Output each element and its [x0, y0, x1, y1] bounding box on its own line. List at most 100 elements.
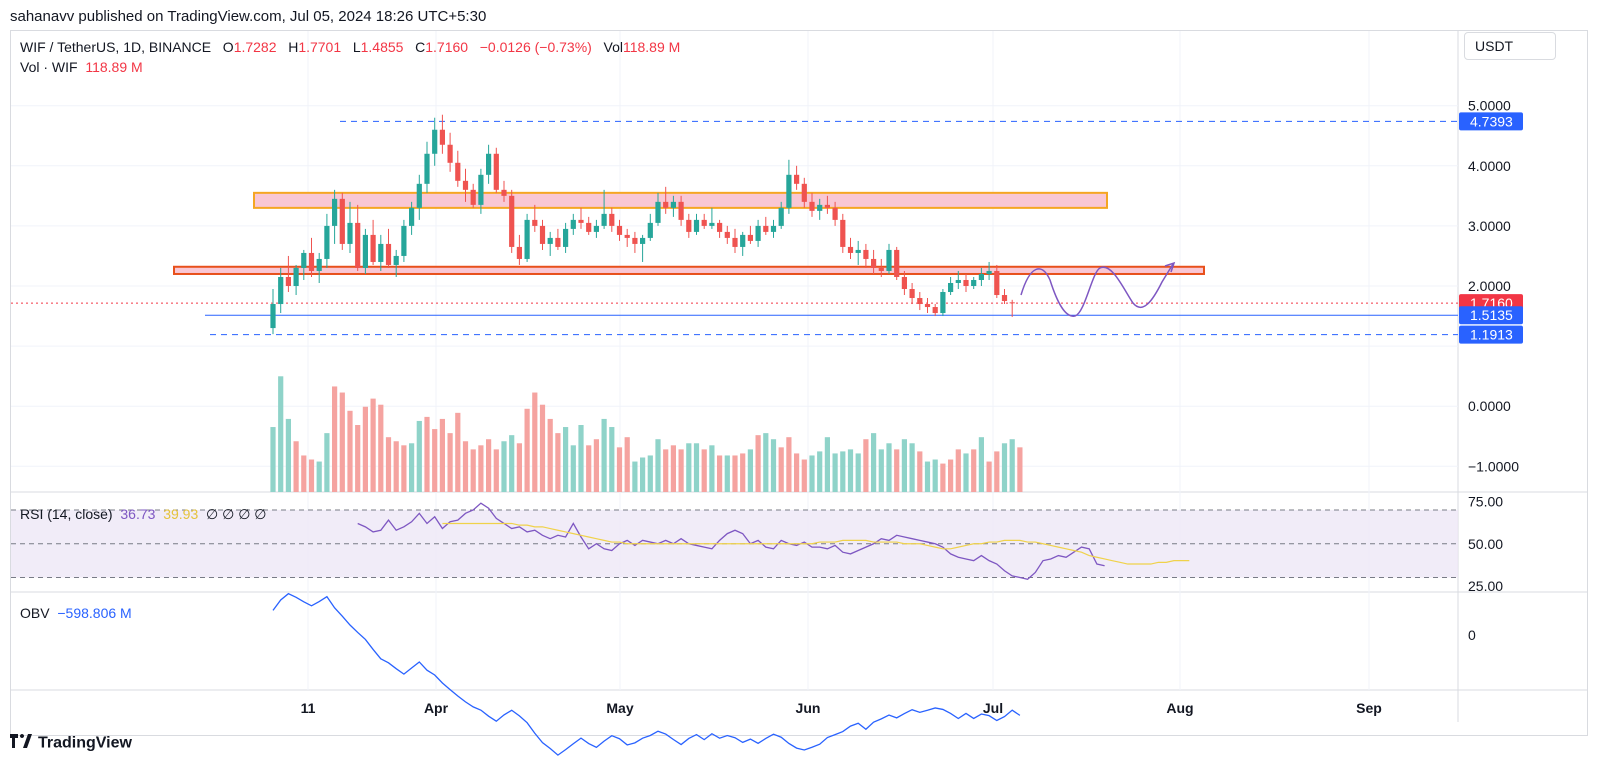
- candle-body: [563, 228, 569, 247]
- volume-bar: [832, 453, 838, 492]
- volume-bar: [370, 398, 376, 492]
- candle-body: [424, 153, 430, 184]
- ohlc-legend: WIF / TetherUS, 1D, BINANCE O1.7282 H1.7…: [20, 39, 680, 55]
- volume-bar: [339, 392, 345, 492]
- volume-bar: [362, 406, 368, 492]
- vol-value: 118.89 M: [622, 39, 681, 55]
- rsi-ma-line: [442, 522, 1190, 565]
- projection-line: [1020, 263, 1174, 317]
- chart-frame: [10, 30, 1588, 736]
- candle-body: [470, 189, 476, 205]
- candle-body: [293, 267, 299, 286]
- candle-body: [624, 234, 630, 238]
- price-label-box: [1459, 112, 1523, 131]
- volume-bar: [847, 449, 854, 492]
- candle-body: [655, 201, 661, 223]
- candle-body: [486, 153, 492, 175]
- volume-bar: [809, 455, 815, 492]
- time-tick-label: Apr: [424, 700, 449, 716]
- volume-bar: [462, 441, 469, 492]
- currency-selector[interactable]: USDT: [1464, 32, 1556, 60]
- volume-bar: [278, 376, 284, 492]
- volume-bar: [978, 437, 984, 492]
- candle-body: [794, 174, 800, 184]
- volume-bar: [486, 439, 492, 492]
- projection-arrow: [1164, 261, 1176, 273]
- volume-bar: [501, 441, 507, 492]
- volume-bar: [532, 392, 538, 492]
- candle-body: [871, 258, 877, 268]
- candle-body: [686, 219, 692, 232]
- volume-bar: [285, 418, 291, 492]
- volume-bar: [686, 443, 692, 492]
- candle-body: [570, 219, 576, 229]
- candle-body: [1001, 295, 1008, 302]
- candle-body: [801, 183, 807, 202]
- time-tick-label: Aug: [1166, 700, 1193, 716]
- candle-body: [524, 219, 530, 259]
- volume-bar: [516, 443, 522, 492]
- candle-body: [924, 304, 931, 308]
- tradingview-logo[interactable]: TradingView: [10, 734, 132, 753]
- zone-support: [173, 265, 1205, 275]
- volume-bar: [801, 459, 807, 492]
- candle-body: [724, 231, 730, 238]
- candle-body: [578, 219, 584, 223]
- candle-body: [447, 144, 453, 163]
- symbol-label[interactable]: WIF / TetherUS, 1D, BINANCE: [20, 39, 212, 55]
- candle-body: [878, 267, 884, 271]
- zones: [173, 191, 1205, 275]
- projection-path: [1020, 261, 1176, 317]
- candle-body: [401, 225, 407, 256]
- candle-body: [809, 201, 815, 211]
- candle-body: [693, 219, 700, 232]
- obv-label[interactable]: OBV: [20, 605, 50, 621]
- candle-body: [301, 252, 307, 268]
- volume-bar: [863, 439, 869, 492]
- volume-bar: [609, 427, 615, 492]
- candle-body: [378, 243, 384, 262]
- rsi-line: [357, 502, 1105, 580]
- candle-body: [717, 222, 723, 232]
- volume-bar: [455, 412, 461, 492]
- volume-bars: [270, 376, 1023, 492]
- volume-bar: [840, 451, 846, 492]
- candles: [270, 114, 1015, 335]
- candle-body: [670, 201, 676, 208]
- candle-body: [886, 249, 892, 271]
- volume-bar: [586, 445, 592, 492]
- time-tick-label: Jun: [796, 700, 821, 716]
- volume-indicator-value: 118.89 M: [85, 59, 143, 75]
- volume-bar: [909, 443, 915, 492]
- candle-body: [678, 201, 684, 220]
- candle-body: [747, 234, 753, 241]
- price-label-box: [1459, 325, 1523, 344]
- volume-bar: [355, 425, 361, 492]
- volume-bar: [932, 459, 938, 492]
- volume-bar: [894, 449, 900, 492]
- volume-bar: [439, 418, 445, 492]
- candle-body: [832, 207, 838, 220]
- candle-body: [817, 204, 823, 211]
- candle-body: [940, 292, 946, 314]
- obv-line: [272, 592, 1021, 756]
- volume-bar: [493, 449, 499, 492]
- volume-bar: [555, 433, 561, 492]
- candle-body: [509, 195, 515, 247]
- volume-bar: [616, 447, 623, 492]
- candle-body: [332, 198, 338, 226]
- volume-bar: [794, 453, 800, 492]
- candle-body: [547, 237, 553, 244]
- rsi-label[interactable]: RSI (14, close): [20, 506, 113, 522]
- volume-bar: [693, 443, 700, 492]
- candle-body: [393, 255, 399, 265]
- volume-bar: [647, 455, 653, 492]
- time-tick-label: Jul: [983, 700, 1003, 716]
- volume-bar: [347, 410, 353, 492]
- volume-indicator-label[interactable]: Vol · WIF: [20, 59, 78, 75]
- price-tick-label: 0.0000: [1468, 398, 1511, 414]
- candle-body: [609, 213, 615, 226]
- grid: [11, 31, 1587, 722]
- candle-body: [770, 225, 777, 232]
